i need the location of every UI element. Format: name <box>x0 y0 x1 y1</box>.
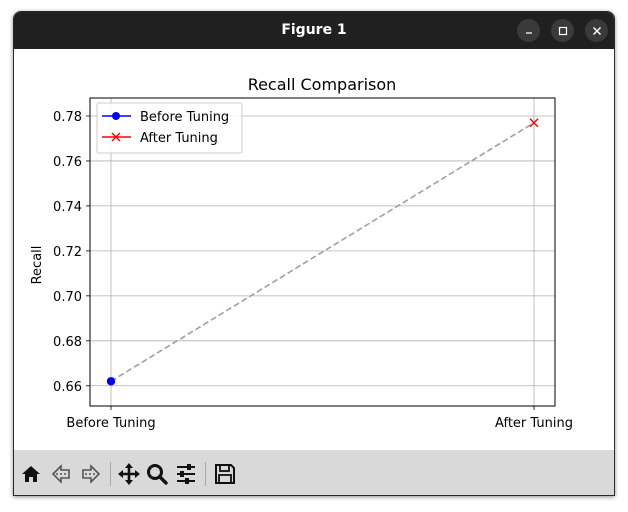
y-tick-label: 0.78 <box>53 110 82 125</box>
data-point-after <box>529 118 539 128</box>
maximize-button[interactable] <box>551 19 574 42</box>
pan-icon <box>118 463 140 485</box>
legend-label-after: After Tuning <box>140 131 218 146</box>
close-icon <box>592 26 601 35</box>
legend-marker-before <box>112 112 120 120</box>
y-tick-label: 0.68 <box>53 335 82 350</box>
data-point-before <box>106 377 116 386</box>
home-button[interactable] <box>18 461 44 487</box>
y-axis-label: Recall <box>30 246 45 285</box>
toolbar-separator <box>205 462 206 486</box>
figure-canvas[interactable]: Recall Comparison Recall 0.66 0.68 0.70 0.7… <box>14 49 614 450</box>
maximize-icon <box>558 26 567 35</box>
y-tick-label: 0.76 <box>53 155 82 170</box>
toolbar-separator <box>110 462 111 486</box>
title-bar: Figure 1 <box>14 12 614 49</box>
y-tick-label: 0.72 <box>53 245 82 260</box>
configure-subplots-button[interactable] <box>173 461 199 487</box>
connector-line <box>110 122 535 382</box>
legend-label-before: Before Tuning <box>140 110 229 125</box>
figure-window: Figure 1 Recall Comparison Recall 0.66 0.… <box>13 11 615 496</box>
y-tick-label: 0.70 <box>53 290 82 305</box>
axis-ticks: 0.66 0.68 0.70 0.72 0.74 0.76 0.78 Before Tunin… <box>53 110 573 431</box>
forward-arrow-icon <box>82 464 101 484</box>
configure-subplots-icon <box>177 464 195 484</box>
plot-frame <box>89 97 556 407</box>
save-button[interactable] <box>212 461 238 487</box>
back-arrow-icon <box>51 464 70 484</box>
save-icon <box>215 464 235 484</box>
window-title: Figure 1 <box>281 22 347 38</box>
minimize-icon <box>525 31 532 34</box>
y-tick-label: 0.66 <box>53 380 82 395</box>
data-markers <box>106 118 539 386</box>
navigation-toolbar <box>14 450 614 495</box>
legend-marker-after <box>111 132 121 142</box>
chart-title: Recall Comparison <box>248 75 397 94</box>
minimize-button[interactable] <box>517 19 540 42</box>
x-tick-label: Before Tuning <box>66 416 155 431</box>
pan-button[interactable] <box>116 461 142 487</box>
grid <box>90 98 555 406</box>
legend: Before Tuning After Tuning <box>96 102 243 154</box>
back-button[interactable] <box>48 461 74 487</box>
legend-box <box>96 102 243 154</box>
forward-button[interactable] <box>78 461 104 487</box>
zoom-button[interactable] <box>144 461 170 487</box>
close-button[interactable] <box>585 19 608 42</box>
zoom-icon <box>147 464 168 485</box>
y-tick-label: 0.74 <box>53 200 82 215</box>
home-icon <box>22 466 40 482</box>
chart: Recall Comparison Recall 0.66 0.68 0.70 0.7… <box>30 75 573 431</box>
x-tick-label: After Tuning <box>495 416 573 431</box>
